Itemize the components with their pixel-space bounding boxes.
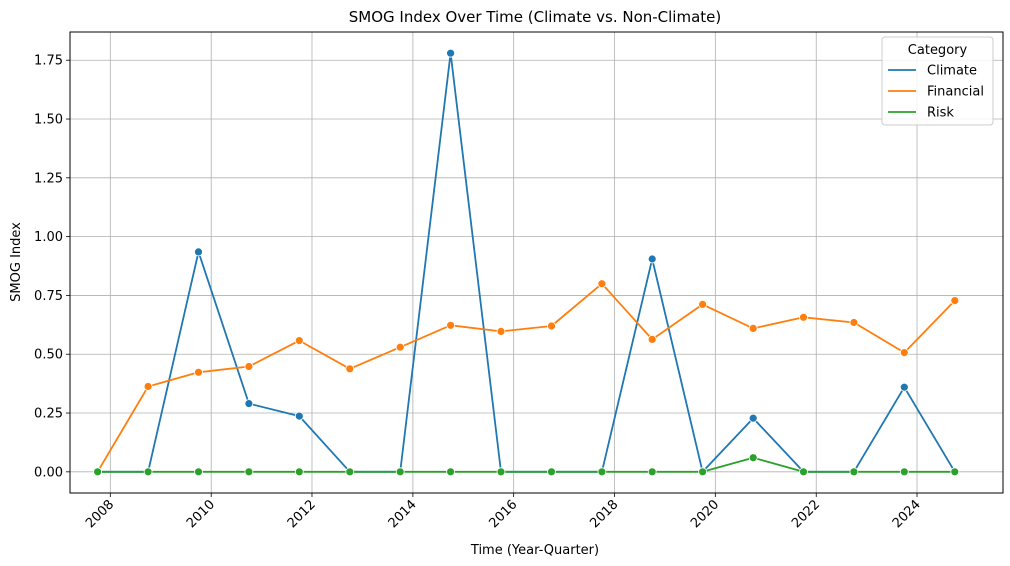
grid [70,32,1003,493]
data-point-risk [899,467,909,477]
data-point-risk [446,467,456,477]
legend-box [881,36,994,126]
data-point-risk [950,467,960,477]
data-point-risk [395,467,405,477]
legend-label-financial: Financial [927,85,984,100]
y-tick-label: 0.75 [34,289,63,304]
x-tick-label: 2024 [890,497,924,531]
x-tick-label: 2020 [688,497,722,531]
data-point-climate [294,411,304,421]
data-point-financial [294,336,304,346]
data-point-financial [597,279,607,289]
y-tick-label: 1.00 [34,230,63,245]
x-tick-label: 2018 [587,497,621,531]
series-line-financial [96,282,956,473]
legend-items: Climate Financial Risk [888,64,984,121]
x-tick-label: 2010 [184,497,218,531]
data-point-financial [849,318,859,327]
y-tick-label: 0.25 [34,407,63,422]
data-point-risk [93,467,102,477]
data-point-climate [446,48,456,58]
data-point-financial [244,362,254,371]
data-point-risk [698,467,707,477]
data-point-financial [950,296,960,306]
series-layer [93,48,960,477]
y-tick-label: 0.00 [34,465,63,480]
data-point-climate [748,413,758,423]
plot-area-frame [69,31,1004,494]
legend-label-climate: Climate [927,64,977,79]
data-point-risk [799,467,808,477]
data-point-climate [244,399,254,409]
data-point-financial [647,334,657,344]
x-tick-label: 2014 [386,497,420,531]
y-tick-label: 0.50 [34,348,63,363]
legend: Category Climate Financial Risk [881,36,994,126]
data-point-risk [496,467,506,477]
y-tick-label: 1.50 [34,113,63,128]
data-point-risk [244,467,254,477]
data-point-financial [446,320,456,330]
data-point-risk [748,453,758,463]
data-point-climate [647,254,657,264]
x-tick-label: 2008 [83,497,117,531]
series-line-climate [97,52,956,473]
series-line-risk [97,456,955,473]
data-point-risk [547,467,556,477]
data-point-financial [345,364,355,374]
data-point-financial [194,367,203,377]
data-point-financial [899,348,909,358]
legend-label-risk: Risk [927,106,954,121]
data-point-risk [849,467,859,477]
y-tick-label: 1.75 [34,54,63,69]
data-point-financial [547,321,556,331]
data-point-financial [748,323,758,333]
y-axis-label: SMOG Index [9,222,24,302]
data-point-climate [899,382,909,392]
y-axis-ticks: 0.00 0.25 0.50 0.75 1.00 1.25 1.50 1.75 [34,54,70,480]
data-point-financial [143,382,153,391]
data-point-risk [143,467,153,477]
data-point-financial [698,299,707,309]
legend-title: Category [908,43,968,58]
data-point-climate [194,247,203,257]
x-tick-label: 2016 [486,497,520,531]
x-tick-label: 2012 [285,497,319,531]
x-axis-label: Time (Year-Quarter) [470,543,599,558]
data-point-financial [395,342,405,352]
data-point-risk [294,467,304,477]
data-point-risk [647,467,657,477]
data-point-risk [345,467,355,477]
x-tick-label: 2022 [789,497,823,531]
data-point-risk [597,467,607,477]
data-point-financial [496,326,506,336]
y-tick-label: 1.25 [34,171,63,186]
chart-title: SMOG Index Over Time (Climate vs. Non-Cl… [349,8,722,26]
data-point-risk [194,467,203,477]
x-axis-ticks: 2008 2010 2012 2014 2016 2018 2020 2022 2024 [83,493,924,531]
data-point-financial [799,312,808,322]
